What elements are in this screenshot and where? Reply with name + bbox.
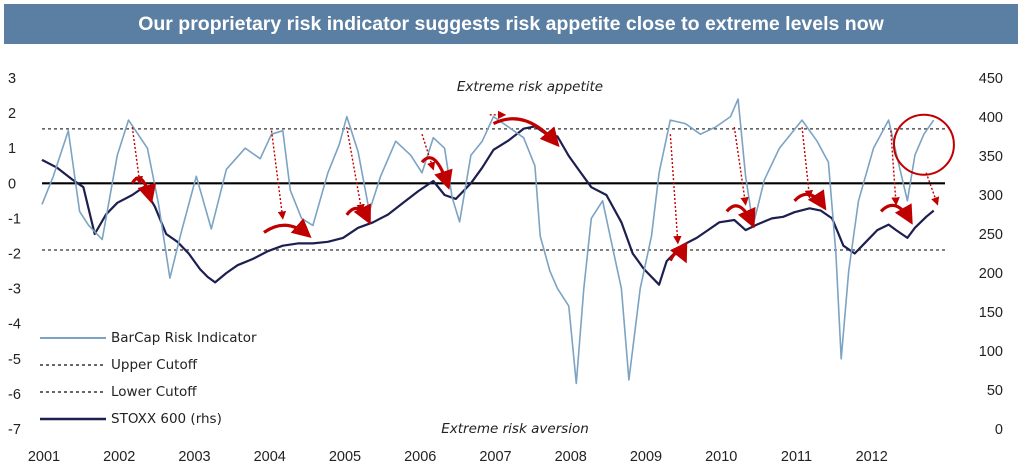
y-left-tick-label: -4 bbox=[8, 317, 21, 333]
trend-arc-arrow bbox=[725, 204, 756, 229]
signal-drop-arrow bbox=[270, 130, 287, 220]
y-right-tick-label: 200 bbox=[979, 266, 1003, 282]
trend-arc-arrow bbox=[492, 117, 560, 148]
y-left-tick-label: -1 bbox=[8, 211, 21, 227]
trend-arc-arrow bbox=[345, 203, 371, 225]
x-tick-label: 2011 bbox=[781, 449, 812, 465]
current-level-highlight-circle bbox=[892, 113, 955, 176]
trend-arc-arrow bbox=[420, 156, 453, 190]
x-tick-label: 2003 bbox=[178, 449, 210, 465]
y-left-tick-label: 1 bbox=[8, 141, 16, 157]
y-right-tick-label: 50 bbox=[987, 383, 1003, 399]
legend-lower-label: Lower Cutoff bbox=[111, 384, 197, 400]
signal-drop-arrow bbox=[890, 130, 900, 206]
chart-title-banner: Our proprietary risk indicator suggests … bbox=[4, 4, 1018, 44]
trend-arc-arrow bbox=[668, 241, 688, 264]
signal-drop-arrow bbox=[421, 133, 436, 171]
trend-arc-arrow bbox=[793, 189, 827, 211]
y-right-tick-label: 350 bbox=[979, 149, 1003, 165]
signal-drop-arrow bbox=[801, 127, 813, 199]
x-tick-label: 2010 bbox=[705, 449, 737, 465]
y-left-tick-label: 2 bbox=[8, 106, 16, 122]
stoxx-600-line bbox=[41, 125, 935, 286]
risk-indicator-line bbox=[41, 98, 935, 385]
annotation-extreme-aversion: Extreme risk aversion bbox=[441, 421, 589, 437]
x-tick-label: 2009 bbox=[630, 449, 662, 465]
trend-arc-arrow bbox=[130, 176, 157, 204]
signal-drop-arrow bbox=[131, 127, 144, 185]
y-right-tick-label: 0 bbox=[995, 422, 1003, 438]
y-left-tick-label: 0 bbox=[8, 176, 16, 192]
x-tick-label: 2001 bbox=[28, 449, 60, 465]
x-tick-label: 2012 bbox=[856, 449, 888, 465]
x-tick-label: 2004 bbox=[254, 449, 286, 465]
y-left-tick-label: -3 bbox=[8, 282, 21, 298]
y-left-tick-label: -7 bbox=[8, 422, 21, 438]
y-left-tick-label: 3 bbox=[8, 71, 16, 87]
signal-drop-arrow bbox=[925, 172, 940, 206]
y-right-tick-label: 450 bbox=[979, 71, 1003, 87]
y-left-tick-label: -5 bbox=[8, 352, 21, 368]
x-tick-label: 2007 bbox=[479, 449, 511, 465]
signal-drop-arrow bbox=[669, 134, 682, 245]
legend-risk-label: BarCap Risk Indicator bbox=[111, 330, 257, 346]
trend-arc-arrow bbox=[879, 203, 913, 225]
y-right-tick-label: 250 bbox=[979, 227, 1003, 243]
y-right-tick-label: 150 bbox=[979, 305, 1003, 321]
x-tick-label: 2008 bbox=[555, 449, 587, 465]
y-right-tick-label: 100 bbox=[979, 344, 1003, 360]
chart-title: Our proprietary risk indicator suggests … bbox=[138, 12, 884, 35]
y-left-tick-label: -6 bbox=[8, 387, 21, 403]
legend-upper-label: Upper Cutoff bbox=[111, 357, 198, 373]
legend-stoxx-label: STOXX 600 (rhs) bbox=[111, 411, 222, 427]
y-left-tick-label: -2 bbox=[8, 247, 21, 263]
y-right-tick-label: 400 bbox=[979, 110, 1003, 126]
x-tick-label: 2002 bbox=[103, 449, 135, 465]
x-tick-label: 2005 bbox=[329, 449, 361, 465]
trend-arc-arrow bbox=[263, 218, 312, 239]
annotation-extreme-appetite: Extreme risk appetite bbox=[457, 79, 603, 95]
signal-drop-arrow bbox=[733, 127, 749, 206]
x-tick-label: 2006 bbox=[404, 449, 436, 465]
y-right-tick-label: 300 bbox=[979, 188, 1003, 204]
